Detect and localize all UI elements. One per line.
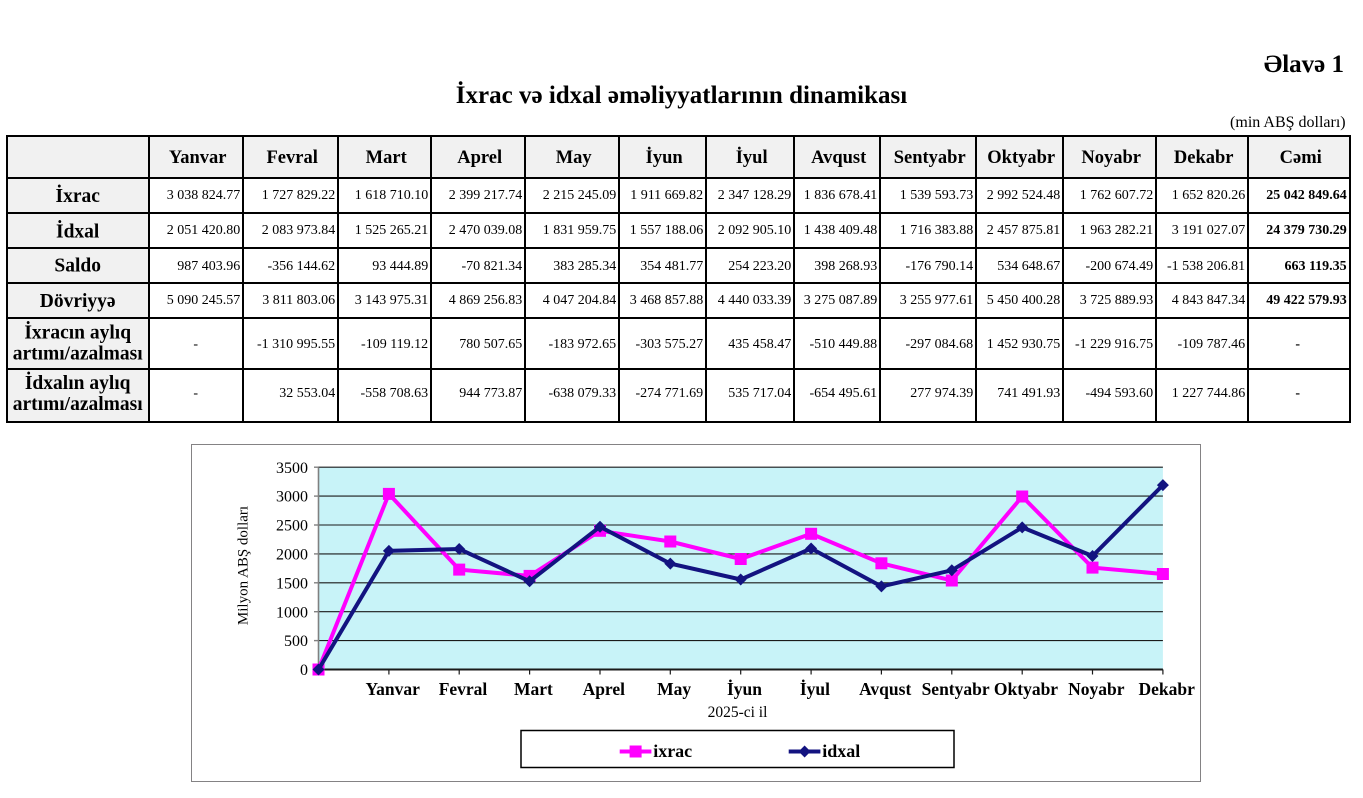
svg-text:Mart: Mart <box>513 679 552 699</box>
svg-text:Avqust: Avqust <box>859 679 911 699</box>
svg-text:İyun: İyun <box>726 679 761 699</box>
svg-text:Sentyabr: Sentyabr <box>921 679 989 699</box>
svg-text:2000: 2000 <box>276 546 308 563</box>
svg-text:Aprel: Aprel <box>582 679 625 699</box>
svg-text:İyul: İyul <box>799 679 829 699</box>
svg-text:Yanvar: Yanvar <box>365 679 420 699</box>
svg-text:Noyabr: Noyabr <box>1068 679 1125 699</box>
svg-text:3000: 3000 <box>276 488 308 505</box>
svg-text:Dekabr: Dekabr <box>1138 679 1195 699</box>
svg-text:2500: 2500 <box>276 517 308 534</box>
svg-text:3500: 3500 <box>276 459 308 476</box>
svg-text:500: 500 <box>284 633 308 650</box>
svg-text:1500: 1500 <box>276 575 308 592</box>
svg-text:idxal: idxal <box>822 741 860 761</box>
svg-text:Milyon ABŞ dolları: Milyon ABŞ dolları <box>235 505 251 624</box>
svg-text:ixrac: ixrac <box>653 741 692 761</box>
svg-text:2025-ci il: 2025-ci il <box>707 704 767 721</box>
svg-text:Fevral: Fevral <box>438 679 487 699</box>
svg-text:Oktyabr: Oktyabr <box>993 679 1057 699</box>
svg-text:1000: 1000 <box>276 604 308 621</box>
svg-text:May: May <box>657 679 691 699</box>
svg-text:0: 0 <box>300 662 308 679</box>
